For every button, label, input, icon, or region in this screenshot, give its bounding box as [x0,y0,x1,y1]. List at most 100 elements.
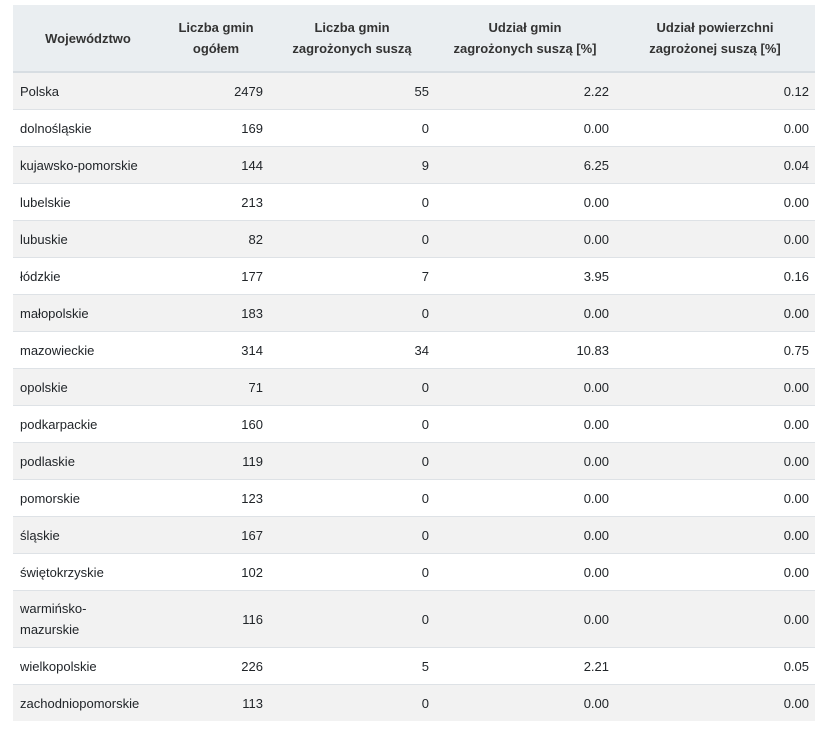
cell-total: 116 [163,590,269,648]
cell-total: 226 [163,647,269,685]
table-body: Polska 2479 55 2.22 0.12 dolnośląskie 16… [13,71,815,721]
cell-total: 169 [163,109,269,147]
cell-province: łódzkie [13,257,163,295]
cell-province: dolnośląskie [13,109,163,147]
cell-area: 0.00 [615,516,815,554]
cell-area: 0.00 [615,405,815,443]
header-total[interactable]: Liczba gmin ogółem [163,5,269,73]
header-share-line1: Udział gmin [488,20,562,35]
cell-area: 0.05 [615,647,815,685]
cell-province-line1: warmińsko- [20,601,87,616]
cell-province: mazowieckie [13,331,163,369]
cell-threatened: 0 [269,220,435,258]
cell-share: 0.00 [435,109,615,147]
cell-threatened: 0 [269,553,435,591]
header-area-line2: zagrożonej suszą [%] [649,41,781,56]
cell-share: 0.00 [435,684,615,721]
header-threatened-line2: zagrożonych suszą [292,41,412,56]
cell-province: świętokrzyskie [13,553,163,591]
table-row: łódzkie 177 7 3.95 0.16 [13,257,815,295]
table-row: Polska 2479 55 2.22 0.12 [13,71,815,110]
cell-total: 167 [163,516,269,554]
drought-table: Województwo Liczba gmin ogółem Liczba gm… [13,5,815,721]
cell-area: 0.04 [615,146,815,184]
cell-threatened: 0 [269,516,435,554]
header-share[interactable]: Udział gmin zagrożonych suszą [%] [435,5,615,73]
cell-share: 0.00 [435,405,615,443]
table-row: lubuskie 82 0 0.00 0.00 [13,220,815,258]
cell-province: lubuskie [13,220,163,258]
cell-province: wielkopolskie [13,647,163,685]
cell-total: 314 [163,331,269,369]
cell-threatened: 55 [269,71,435,110]
cell-province: podlaskie [13,442,163,480]
cell-province: lubelskie [13,183,163,221]
header-total-line2: ogółem [192,41,240,56]
cell-share: 0.00 [435,479,615,517]
cell-province: warmińsko- mazurskie [13,590,163,648]
cell-area: 0.00 [615,479,815,517]
table-row: wielkopolskie 226 5 2.21 0.05 [13,647,815,685]
cell-area: 0.00 [615,294,815,332]
cell-share: 2.21 [435,647,615,685]
cell-threatened: 0 [269,590,435,648]
header-province-label: Województwo [45,30,131,46]
cell-total: 119 [163,442,269,480]
table-row: warmińsko- mazurskie 116 0 0.00 0.00 [13,590,815,648]
cell-threatened: 0 [269,405,435,443]
cell-share: 10.83 [435,331,615,369]
cell-province: opolskie [13,368,163,406]
cell-area: 0.00 [615,183,815,221]
cell-province: Polska [13,71,163,110]
cell-share: 0.00 [435,368,615,406]
cell-threatened: 34 [269,331,435,369]
header-area[interactable]: Udział powierzchni zagrożonej suszą [%] [615,5,815,73]
cell-share: 0.00 [435,294,615,332]
header-threatened[interactable]: Liczba gmin zagrożonych suszą [269,5,435,73]
cell-share: 0.00 [435,553,615,591]
header-total-line1: Liczba gmin [178,20,254,35]
cell-share: 0.00 [435,442,615,480]
cell-total: 113 [163,684,269,721]
cell-threatened: 0 [269,109,435,147]
cell-province: śląskie [13,516,163,554]
cell-threatened: 5 [269,647,435,685]
cell-area: 0.00 [615,109,815,147]
cell-share: 0.00 [435,590,615,648]
cell-total: 2479 [163,71,269,110]
cell-area: 0.00 [615,442,815,480]
table-row: lubelskie 213 0 0.00 0.00 [13,183,815,221]
header-area-line1: Udział powierzchni [656,20,774,35]
cell-province: podkarpackie [13,405,163,443]
cell-area: 0.16 [615,257,815,295]
cell-total: 177 [163,257,269,295]
table-row: dolnośląskie 169 0 0.00 0.00 [13,109,815,147]
cell-area: 0.00 [615,220,815,258]
cell-threatened: 0 [269,183,435,221]
cell-share: 0.00 [435,516,615,554]
cell-threatened: 0 [269,442,435,480]
table-row: małopolskie 183 0 0.00 0.00 [13,294,815,332]
cell-total: 102 [163,553,269,591]
cell-area: 0.00 [615,590,815,648]
cell-province: małopolskie [13,294,163,332]
cell-area: 0.12 [615,71,815,110]
table-header: Województwo Liczba gmin ogółem Liczba gm… [13,5,815,73]
header-province[interactable]: Województwo [13,5,163,73]
cell-threatened: 9 [269,146,435,184]
cell-total: 71 [163,368,269,406]
cell-area: 0.00 [615,553,815,591]
cell-total: 160 [163,405,269,443]
table-row: podkarpackie 160 0 0.00 0.00 [13,405,815,443]
cell-share: 6.25 [435,146,615,184]
cell-threatened: 0 [269,368,435,406]
cell-province: zachodniopomorskie [13,684,163,721]
cell-share: 3.95 [435,257,615,295]
cell-province: kujawsko-pomorskie [13,146,163,184]
table-row: opolskie 71 0 0.00 0.00 [13,368,815,406]
cell-total: 123 [163,479,269,517]
table-row: mazowieckie 314 34 10.83 0.75 [13,331,815,369]
cell-total: 213 [163,183,269,221]
cell-area: 0.00 [615,684,815,721]
cell-threatened: 0 [269,684,435,721]
